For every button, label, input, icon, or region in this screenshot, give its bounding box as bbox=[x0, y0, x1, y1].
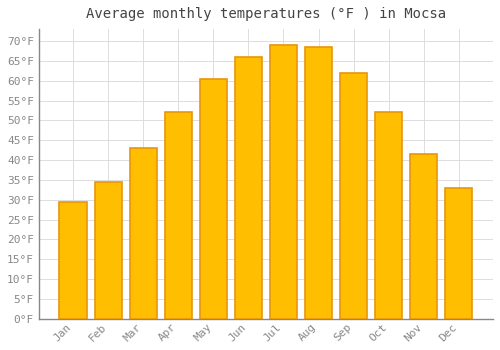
Bar bbox=[375, 112, 402, 319]
Bar bbox=[130, 148, 157, 319]
Bar bbox=[94, 182, 122, 319]
Bar bbox=[445, 188, 472, 319]
Title: Average monthly temperatures (°F ) in Mocsa: Average monthly temperatures (°F ) in Mo… bbox=[86, 7, 446, 21]
Bar bbox=[200, 79, 227, 319]
Bar bbox=[60, 202, 87, 319]
Bar bbox=[234, 57, 262, 319]
Bar bbox=[305, 47, 332, 319]
Bar bbox=[340, 73, 367, 319]
Bar bbox=[410, 154, 438, 319]
Bar bbox=[164, 112, 192, 319]
Bar bbox=[270, 45, 297, 319]
